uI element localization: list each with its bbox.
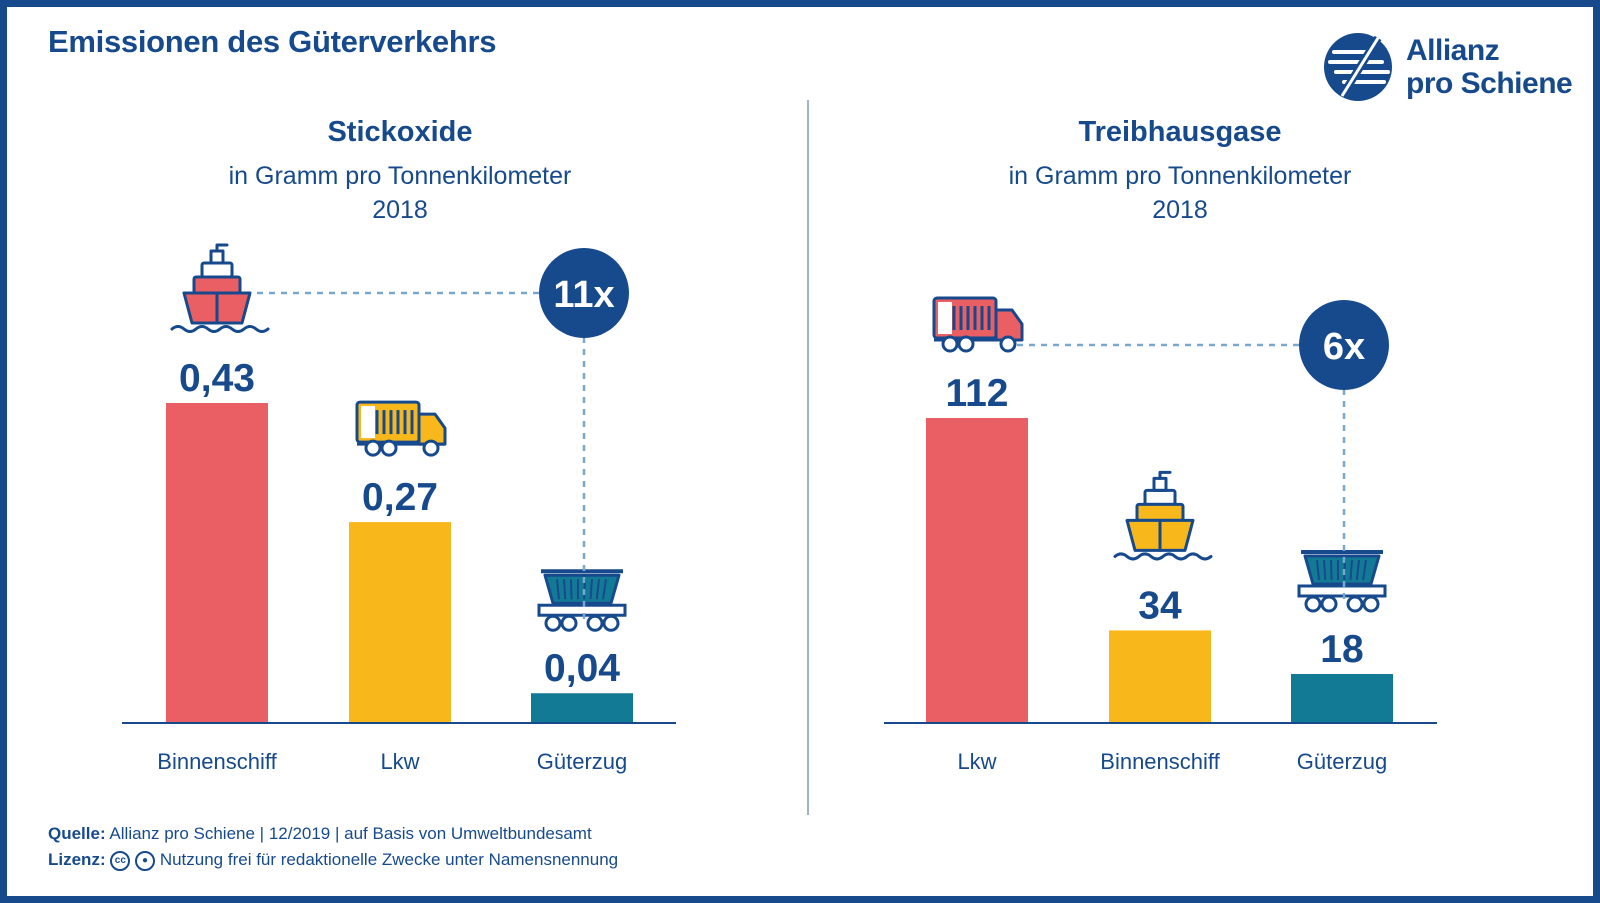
- bar-güterzug: [1291, 673, 1393, 723]
- ship-icon: [1113, 470, 1213, 561]
- factor-badge: [539, 248, 629, 338]
- allianz-pro-schiene-logo: Allianz pro Schiene: [1322, 30, 1582, 105]
- factor-label: 6x: [1323, 326, 1365, 368]
- panel-divider: [807, 100, 809, 815]
- bar-güterzug: [531, 693, 633, 723]
- freight-wagon-icon: [537, 569, 627, 632]
- source-label: Quelle:: [48, 824, 106, 843]
- truck-icon: [355, 400, 447, 457]
- right-chart-year: 2018: [1152, 196, 1208, 224]
- left-chart-title: Stickoxide: [327, 116, 473, 148]
- category-label: Binnenschiff: [1100, 749, 1220, 774]
- data-label: 34: [1138, 584, 1182, 627]
- license-label: Lizenz:: [48, 850, 106, 869]
- left-chart-subtitle: in Gramm pro Tonnenkilometer 2018: [120, 159, 680, 227]
- data-label: 0,27: [362, 476, 438, 519]
- bar-lkw: [926, 418, 1028, 723]
- factor-label: 11x: [553, 274, 614, 316]
- left-chart-year: 2018: [372, 196, 428, 224]
- chart-treibhausgase: 112 Lkw 34 Binnenschiff 18 Güterzug 6x: [884, 296, 1437, 774]
- cc-license-icon: cc: [110, 850, 131, 871]
- category-label: Güterzug: [1297, 749, 1388, 774]
- right-panel-header: Treibhausgase in Gramm pro Tonnenkilomet…: [900, 116, 1460, 227]
- bar-binnenschiff: [166, 403, 268, 723]
- page-title: Emissionen des Güterverkehrs: [48, 24, 497, 59]
- left-panel-header: Stickoxide in Gramm pro Tonnenkilometer …: [120, 116, 680, 227]
- truck-icon: [932, 296, 1024, 353]
- logo-text: Allianz pro Schiene: [1406, 34, 1573, 100]
- ship-icon: [170, 243, 270, 333]
- right-chart-subtitle: in Gramm pro Tonnenkilometer 2018: [900, 159, 1460, 227]
- bar-lkw: [349, 522, 451, 723]
- data-label: 18: [1320, 628, 1363, 671]
- bar-binnenschiff: [1109, 630, 1211, 723]
- source-line: Quelle: Allianz pro Schiene | 12/2019 | …: [48, 824, 592, 844]
- logo-line-1: Allianz: [1406, 34, 1500, 67]
- right-chart-title: Treibhausgase: [1078, 116, 1282, 148]
- category-label: Güterzug: [537, 749, 628, 774]
- logo-line-2: pro Schiene: [1406, 67, 1573, 100]
- attribution-icon: ●: [135, 850, 156, 871]
- license-text: Nutzung frei für redaktionelle Zwecke un…: [159, 850, 619, 869]
- data-label: 0,04: [544, 647, 620, 690]
- factor-badge: [1299, 300, 1389, 390]
- category-label: Lkw: [380, 749, 419, 774]
- freight-wagon-icon: [1297, 549, 1387, 613]
- right-chart-unit: in Gramm pro Tonnenkilometer: [1008, 162, 1352, 190]
- license-line: Lizenz: cc ● Nutzung frei für redaktione…: [48, 850, 618, 871]
- left-chart-unit: in Gramm pro Tonnenkilometer: [228, 162, 572, 190]
- data-label: 112: [946, 372, 1009, 415]
- source-text: Allianz pro Schiene | 12/2019 | auf Basi…: [109, 824, 592, 843]
- logo-icon: [1324, 33, 1392, 101]
- data-label: 0,43: [179, 357, 255, 400]
- category-label: Binnenschiff: [157, 749, 277, 774]
- category-label: Lkw: [957, 749, 996, 774]
- chart-stickoxide: 0,43 Binnenschiff 0,27 Lkw 0,04 Güterzug 11x: [122, 243, 676, 774]
